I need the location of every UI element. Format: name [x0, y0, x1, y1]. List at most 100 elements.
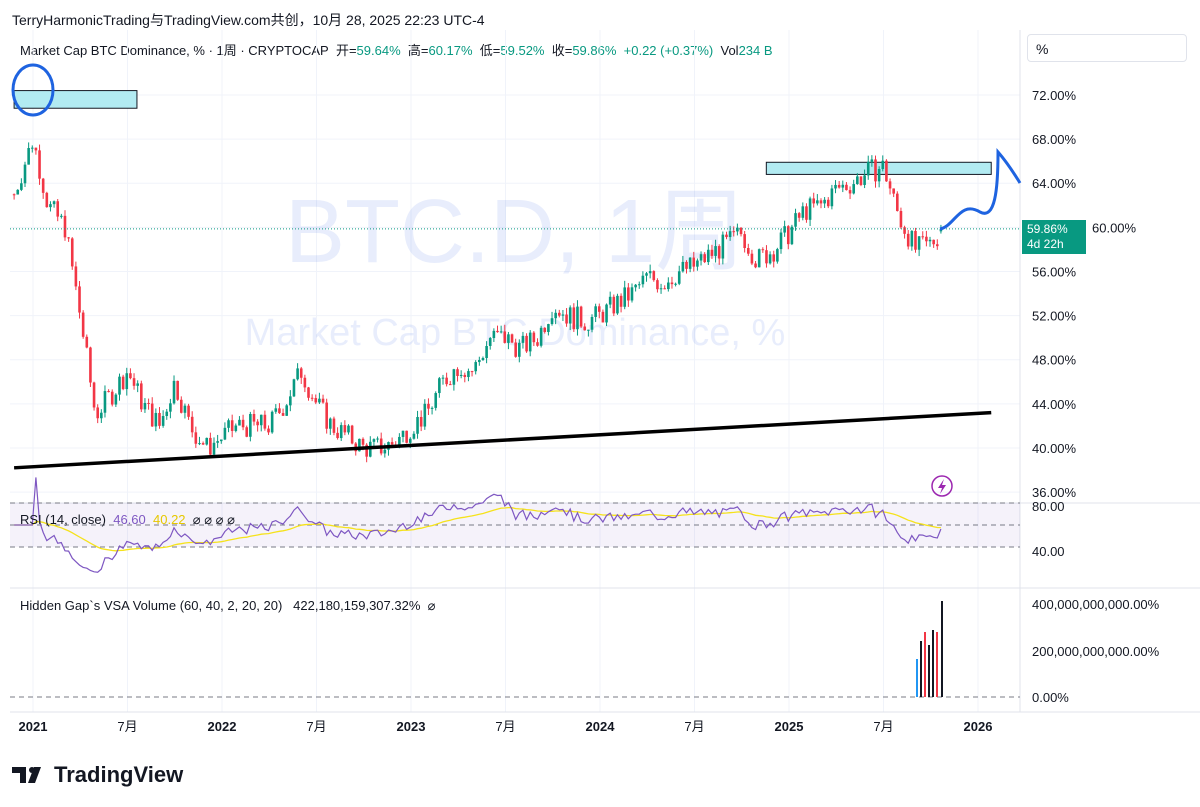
candle-body: [928, 239, 932, 242]
candle-body: [12, 194, 16, 196]
candle-body: [732, 231, 736, 233]
candle-body: [877, 169, 881, 182]
candle-body: [776, 249, 779, 262]
candle-body: [165, 411, 169, 417]
candle-body: [463, 374, 467, 378]
candle-body: [227, 420, 230, 428]
candle-body: [674, 283, 677, 285]
candle-body: [485, 345, 488, 359]
candle-body: [343, 425, 347, 433]
candle-body: [590, 316, 594, 330]
attribution: TerryHarmonicTrading与TradingView.com共创，1…: [12, 12, 485, 28]
candle-body: [419, 416, 423, 427]
x-tick-label: 7月: [117, 719, 137, 734]
candle-body: [376, 438, 379, 440]
volume-tick-label: 200,000,000,000.00%: [1032, 644, 1160, 659]
candle-body: [470, 371, 474, 373]
candle-body: [601, 311, 605, 323]
candle-body: [925, 236, 928, 242]
candle-body: [888, 181, 892, 189]
candle-body: [150, 403, 154, 427]
x-tick-label: 7月: [873, 719, 893, 734]
candle-body: [78, 286, 81, 313]
candle-body: [390, 442, 394, 445]
tradingview-logo[interactable]: TradingView: [12, 762, 183, 788]
candle-body: [903, 227, 906, 234]
candle-body: [910, 230, 914, 247]
candle-body: [848, 190, 852, 194]
candle-body: [816, 200, 819, 204]
candle-body: [837, 184, 841, 188]
candle-body: [63, 215, 67, 238]
candle-body: [627, 287, 630, 301]
candle-body: [89, 347, 92, 383]
candle-body: [136, 383, 139, 386]
candle-body: [74, 266, 78, 287]
candle-body: [688, 257, 692, 269]
candle-body: [245, 427, 249, 437]
candle-body: [201, 443, 205, 445]
candle-body: [656, 280, 659, 290]
candle-body: [921, 236, 925, 238]
candle-body: [685, 261, 688, 269]
x-tick-label: 7月: [684, 719, 704, 734]
candle-body: [863, 175, 866, 185]
candle-body: [223, 427, 227, 440]
candle-body: [852, 184, 855, 194]
candle-body: [717, 246, 721, 259]
high-label: 高=: [407, 43, 429, 58]
candle-body: [514, 342, 517, 357]
candle-body: [539, 327, 543, 346]
candle-body: [278, 408, 281, 414]
candle-body: [547, 324, 550, 332]
candle-body: [496, 330, 499, 333]
candle-body: [554, 312, 557, 319]
y-tick-label: 72.00%: [1032, 88, 1077, 103]
candle-body: [158, 412, 161, 426]
symbol-title[interactable]: Market Cap BTC Dominance, % · 1周 · CRYPT…: [20, 43, 329, 58]
candle-body: [267, 428, 270, 433]
candle-body: [401, 430, 405, 437]
percent-scale-button[interactable]: %: [1027, 34, 1187, 62]
candle-body: [100, 412, 103, 419]
open-value: 59.64%: [356, 43, 401, 58]
y-tick-label: 40.00%: [1032, 441, 1077, 456]
candle-body: [754, 263, 757, 268]
candle-body: [870, 159, 874, 162]
candle-body: [198, 443, 201, 445]
candle-body: [932, 239, 935, 245]
candle-body: [565, 314, 568, 324]
candle-body: [307, 387, 310, 398]
candle-body: [405, 430, 408, 443]
candle-body: [107, 391, 110, 393]
candle-body: [801, 206, 805, 218]
candle-body: [856, 176, 859, 185]
candle-body: [696, 260, 699, 267]
candle-body: [285, 405, 288, 416]
candle-body: [707, 249, 710, 263]
candle-body: [779, 232, 783, 250]
candle-body: [681, 261, 685, 272]
candle-body: [736, 227, 739, 232]
candle-body: [641, 275, 645, 285]
candle-body: [448, 384, 452, 386]
candle-body: [823, 199, 826, 204]
candle-body: [398, 436, 401, 448]
x-tick-label: 7月: [306, 719, 326, 734]
candle-body: [318, 398, 321, 403]
candle-body: [845, 184, 848, 191]
y-tick-label: 56.00%: [1032, 264, 1077, 279]
candle-body: [532, 332, 536, 343]
candle-body: [52, 201, 56, 205]
candle-body: [739, 227, 743, 235]
candle-body: [423, 403, 427, 427]
rsi-legend[interactable]: RSI (14, close) 46.60 40.22 ⌀ ⌀ ⌀ ⌀: [20, 512, 235, 528]
candle-body: [143, 402, 147, 410]
candle-body: [518, 342, 521, 357]
volume-legend[interactable]: Hidden Gap`s VSA Volume (60, 40, 2, 20, …: [20, 598, 435, 614]
candle-body: [336, 432, 339, 439]
candle-body: [96, 407, 99, 419]
candle-body: [147, 402, 150, 404]
candle-body: [289, 396, 292, 406]
